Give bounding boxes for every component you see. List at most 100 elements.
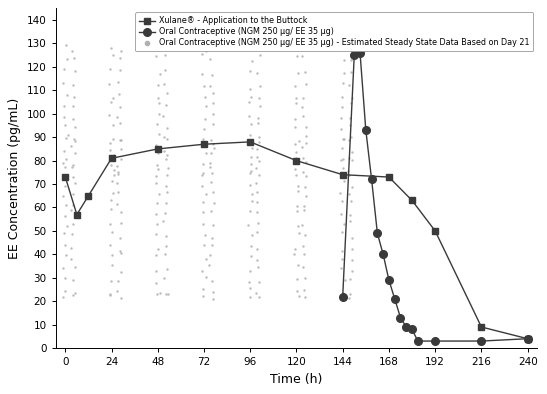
Point bbox=[246, 94, 255, 100]
Point bbox=[62, 56, 71, 63]
Point bbox=[347, 245, 356, 252]
Point bbox=[290, 124, 299, 130]
Point bbox=[208, 141, 217, 147]
Point bbox=[337, 198, 346, 204]
Point bbox=[339, 290, 348, 296]
Xulane® - Application to the Buttock bbox=[432, 229, 439, 233]
Point bbox=[301, 232, 310, 238]
Point bbox=[246, 45, 255, 51]
Point bbox=[199, 161, 207, 167]
Point bbox=[347, 257, 356, 263]
Point bbox=[298, 222, 307, 229]
Point bbox=[254, 158, 263, 164]
Point bbox=[162, 156, 171, 163]
Point bbox=[155, 131, 164, 138]
Point bbox=[68, 201, 77, 208]
Point bbox=[160, 67, 169, 73]
Line: Xulane® - Application to the Buttock: Xulane® - Application to the Buttock bbox=[62, 139, 531, 342]
Point bbox=[301, 133, 310, 139]
Point bbox=[300, 275, 309, 282]
Point bbox=[254, 220, 263, 226]
Point bbox=[71, 290, 79, 296]
Point bbox=[346, 212, 354, 218]
Point bbox=[292, 172, 300, 178]
Point bbox=[244, 221, 253, 228]
Oral Contraceptive (NGM 250 μg/ EE 35 μg) bbox=[432, 339, 439, 344]
Point bbox=[108, 122, 117, 128]
Oral Contraceptive (NGM 250 μg/ EE 35 μg) bbox=[351, 53, 358, 58]
Point bbox=[206, 164, 214, 170]
Point bbox=[61, 122, 69, 128]
Point bbox=[292, 100, 300, 106]
Point bbox=[108, 262, 117, 268]
Point bbox=[68, 231, 77, 237]
Y-axis label: EE Concentration (pg/mL): EE Concentration (pg/mL) bbox=[8, 98, 21, 259]
Point bbox=[69, 174, 78, 180]
Point bbox=[294, 44, 303, 50]
Oral Contraceptive (NGM 250 μg/ EE 35 μg) bbox=[374, 231, 381, 236]
Point bbox=[163, 164, 172, 171]
Point bbox=[154, 100, 163, 107]
Point bbox=[247, 198, 256, 204]
Point bbox=[155, 43, 164, 49]
Point bbox=[113, 288, 122, 294]
Point bbox=[254, 95, 263, 101]
Point bbox=[115, 235, 124, 241]
Point bbox=[253, 70, 262, 76]
Point bbox=[152, 280, 160, 286]
Point bbox=[152, 211, 161, 217]
Point bbox=[253, 245, 261, 252]
Point bbox=[113, 113, 121, 120]
Point bbox=[248, 58, 257, 64]
Point bbox=[302, 124, 311, 130]
Point bbox=[67, 206, 75, 213]
Point bbox=[300, 203, 309, 209]
Point bbox=[245, 98, 253, 105]
Point bbox=[290, 141, 299, 147]
Point bbox=[71, 68, 80, 74]
Point bbox=[246, 182, 254, 188]
Point bbox=[116, 120, 125, 126]
Point bbox=[153, 221, 161, 227]
Oral Contraceptive (NGM 250 μg/ EE 35 μg) bbox=[409, 327, 415, 332]
Point bbox=[248, 232, 257, 238]
Point bbox=[299, 155, 307, 162]
Point bbox=[293, 288, 301, 294]
Point bbox=[68, 47, 77, 54]
Point bbox=[252, 180, 260, 186]
Point bbox=[152, 142, 161, 149]
Point bbox=[154, 245, 162, 252]
Point bbox=[198, 199, 207, 205]
Point bbox=[302, 173, 311, 180]
Point bbox=[255, 294, 264, 300]
Point bbox=[301, 69, 310, 75]
Point bbox=[210, 200, 218, 206]
Point bbox=[117, 219, 125, 226]
Point bbox=[109, 171, 118, 178]
Point bbox=[60, 103, 69, 109]
Point bbox=[336, 157, 345, 164]
Point bbox=[247, 153, 255, 160]
Point bbox=[207, 242, 216, 249]
Oral Contraceptive (NGM 250 μg/ EE 35 μg) bbox=[525, 336, 531, 341]
Point bbox=[253, 120, 262, 126]
Xulane® - Application to the Buttock bbox=[62, 175, 68, 179]
Point bbox=[298, 104, 307, 110]
Point bbox=[201, 150, 210, 156]
Point bbox=[346, 122, 354, 128]
Point bbox=[336, 42, 345, 48]
Point bbox=[106, 278, 115, 284]
Point bbox=[336, 171, 345, 177]
Point bbox=[117, 48, 125, 54]
Point bbox=[348, 157, 357, 163]
Point bbox=[114, 79, 123, 85]
Point bbox=[300, 206, 309, 213]
Point bbox=[347, 95, 356, 101]
Point bbox=[255, 172, 264, 178]
Point bbox=[71, 125, 79, 131]
Point bbox=[252, 229, 261, 236]
Point bbox=[201, 94, 210, 100]
Oral Contraceptive (NGM 250 μg/ EE 35 μg) bbox=[478, 339, 485, 344]
Point bbox=[113, 180, 121, 187]
Point bbox=[208, 234, 217, 241]
